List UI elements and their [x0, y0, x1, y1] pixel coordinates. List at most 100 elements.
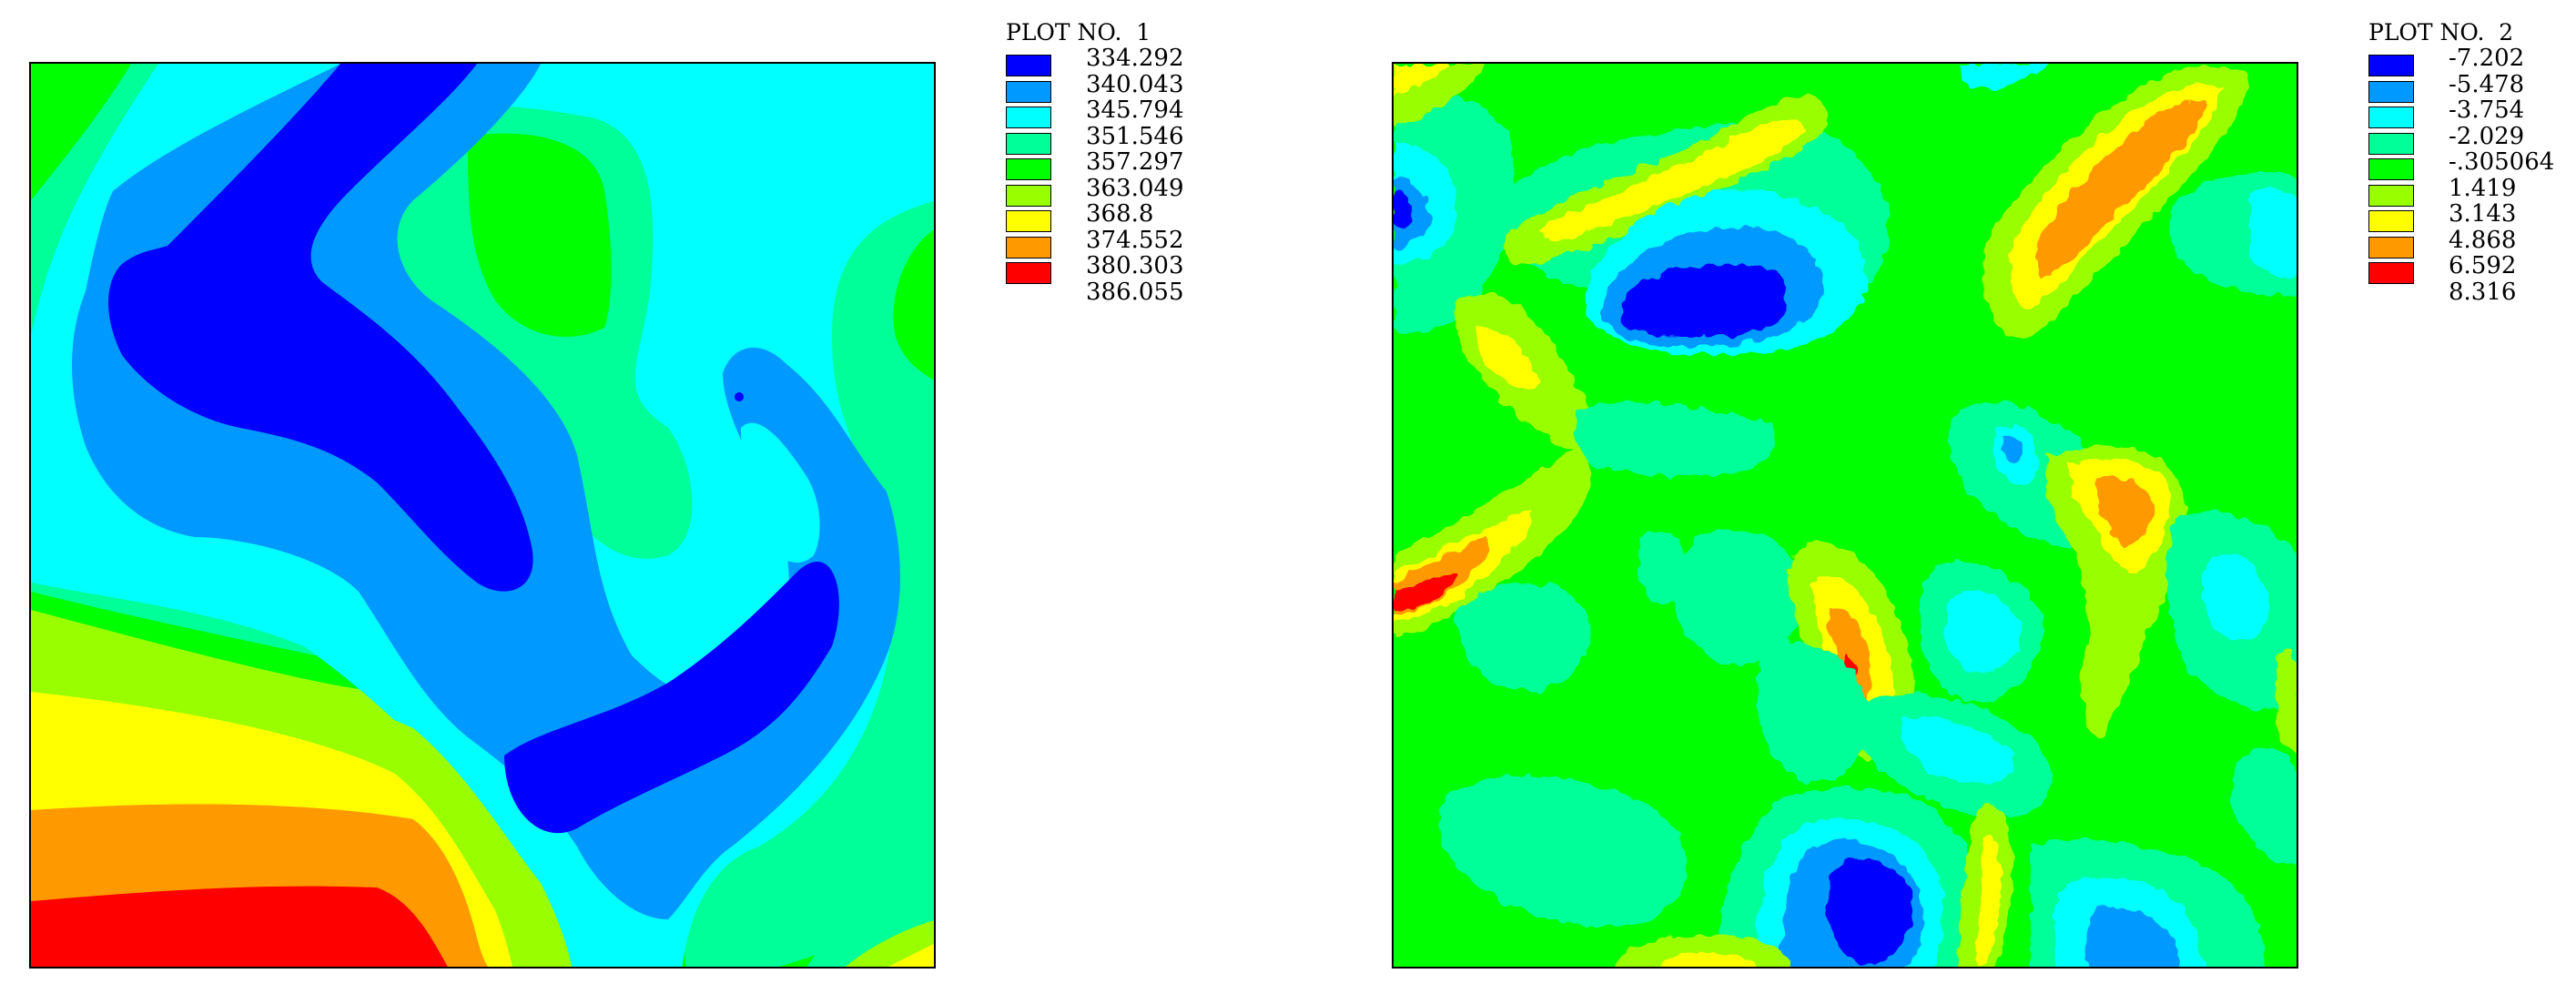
band-blue-upper: [1619, 264, 1788, 337]
legend-row: 351.546: [1006, 124, 1184, 155]
legend-value: 6.592: [2449, 252, 2517, 279]
legend-row: 357.297: [1006, 149, 1184, 180]
legend-row: 374.552: [1006, 228, 1184, 259]
legend-value: 334.292: [1086, 45, 1184, 72]
legend-swatch: [1006, 55, 1051, 76]
legend-value: 357.297: [1086, 148, 1184, 176]
legend-row: 340.043: [1006, 72, 1184, 103]
legend-swatch: [2368, 132, 2414, 155]
band-seagreen-left-mid: [1576, 401, 1778, 477]
legend-value: -5.478: [2449, 70, 2525, 98]
legend-row: 368.8: [1006, 200, 1154, 232]
legend-value: 386.055: [1086, 278, 1184, 306]
band-seagreen-right-edge: [2231, 748, 2297, 865]
legend-value: 340.043: [1086, 70, 1184, 98]
legend-row: -3.754: [2368, 97, 2524, 128]
band-seagreen-lower-left: [1439, 776, 1688, 927]
band-red-bottom-left: [31, 886, 448, 967]
legend-row: 363.049: [1006, 176, 1184, 207]
legend-value: 3.143: [2449, 200, 2517, 228]
band-cyan-top-center: [1958, 64, 2049, 88]
band-blue-lower: [504, 562, 839, 834]
band-cyan-right-center: [1945, 589, 2022, 674]
band-orange-right-mid: [2094, 476, 2154, 546]
legend-value: 1.419: [2449, 174, 2517, 202]
legend-row: 386.055: [1006, 279, 1184, 306]
legend-title-plot-2: PLOT NO. 2: [2368, 19, 2514, 46]
band-blue-bottom-cluster: [1825, 859, 1913, 965]
band-blue-main: [108, 64, 533, 592]
legend-plot-2: PLOT NO. 2 -7.202 -5.478 -3.754 -2.029 -…: [2368, 19, 2554, 306]
legend-row: 8.316: [2368, 278, 2517, 306]
legend-value: 4.868: [2449, 226, 2517, 254]
band-seagreen-lower-mid: [1639, 531, 1687, 604]
contour-plot-2-svg: [1394, 64, 2297, 967]
legend-swatch: [2368, 80, 2414, 103]
legend-swatch: [1006, 262, 1051, 284]
contour-plot-2: [1392, 62, 2298, 969]
band-green-upper-inner: [468, 133, 612, 337]
band-yellow-bottom-right: [888, 943, 934, 967]
legend-row: -2.029: [2368, 124, 2524, 155]
legend-swatch: [1006, 236, 1051, 259]
band-yellowgreen-right-edge: [2277, 652, 2297, 756]
legend-value: 374.552: [1086, 226, 1184, 254]
band-yellow-bottom-streak: [1976, 835, 2002, 965]
legend-value: -7.202: [2449, 45, 2525, 72]
legend-swatch: [1006, 80, 1051, 103]
legend-value: -2.029: [2449, 122, 2525, 150]
legend-swatch: [2368, 236, 2414, 259]
legend-row: 3.143: [2368, 200, 2517, 232]
contour-plot-1-svg: [31, 64, 934, 967]
legend-row: 6.592: [2368, 252, 2517, 284]
legend-swatch: [1006, 184, 1051, 207]
legend-row: -.305064: [2368, 149, 2554, 180]
band-blue-dot: [735, 392, 744, 401]
legend-plot-1: PLOT NO. 1 334.292 340.043 345.794 351.5…: [1006, 19, 1184, 306]
legend-row: 345.794: [1006, 97, 1184, 128]
band-lightblue-center-right: [2003, 436, 2023, 464]
legend-swatch: [2368, 55, 2414, 76]
legend-value: -.305064: [2449, 148, 2555, 176]
band-seagreen-left-lower: [1455, 583, 1591, 692]
legend-value: -3.754: [2449, 96, 2525, 124]
band-green-right-edge: [893, 229, 934, 380]
legend-swatch: [2368, 210, 2414, 232]
legend-swatch: [2368, 158, 2414, 180]
legend-row: 4.868: [2368, 226, 2517, 259]
band-yellow-left-mid: [1476, 326, 1539, 390]
legend-swatch: [1006, 158, 1051, 180]
band-cyan-right-lower: [2202, 553, 2267, 641]
legend-swatch: [2368, 106, 2414, 128]
band-cyan-inner-hole: [741, 422, 820, 563]
band-yellow-top-left: [1394, 64, 1448, 96]
band-seagreen-center: [1673, 530, 1805, 664]
band-cyan-lower-center: [1902, 716, 2014, 786]
legend-row: 334.292: [1006, 46, 1184, 76]
band-seagreen-center-low: [1758, 640, 1869, 783]
legend-value: 380.303: [1086, 252, 1184, 279]
legend-swatch: [2368, 184, 2414, 207]
legend-value: 368.8: [1086, 200, 1154, 228]
legend-value: 8.316: [2449, 278, 2517, 306]
field-blobs: [1394, 64, 2297, 967]
legend-row: -5.478: [2368, 72, 2524, 103]
legend-swatch: [1006, 106, 1051, 128]
contour-plot-1: [29, 62, 936, 969]
legend-swatch: [1006, 132, 1051, 155]
legend-title-plot-1: PLOT NO. 1: [1006, 19, 1151, 46]
legend-swatch: [2368, 262, 2414, 284]
band-yellow-upper-ridge: [1539, 117, 1803, 241]
band-lightblue-bottom-right: [2084, 908, 2181, 967]
band-orange-center-hill: [1830, 607, 1872, 705]
band-yellowgreen-bottom-left: [1614, 934, 1794, 967]
legend-row: -7.202: [2368, 46, 2524, 76]
legend-value: 345.794: [1086, 96, 1184, 124]
band-blue-top-left: [1394, 191, 1414, 228]
band-yellow-bottom-left: [1663, 952, 1760, 967]
legend-row: 1.419: [2368, 174, 2517, 207]
legend-row: 380.303: [1006, 253, 1184, 284]
band-orange-right-upper: [2037, 99, 2208, 278]
band-cyan-right-top: [2249, 187, 2297, 277]
legend-swatch: [1006, 210, 1051, 232]
